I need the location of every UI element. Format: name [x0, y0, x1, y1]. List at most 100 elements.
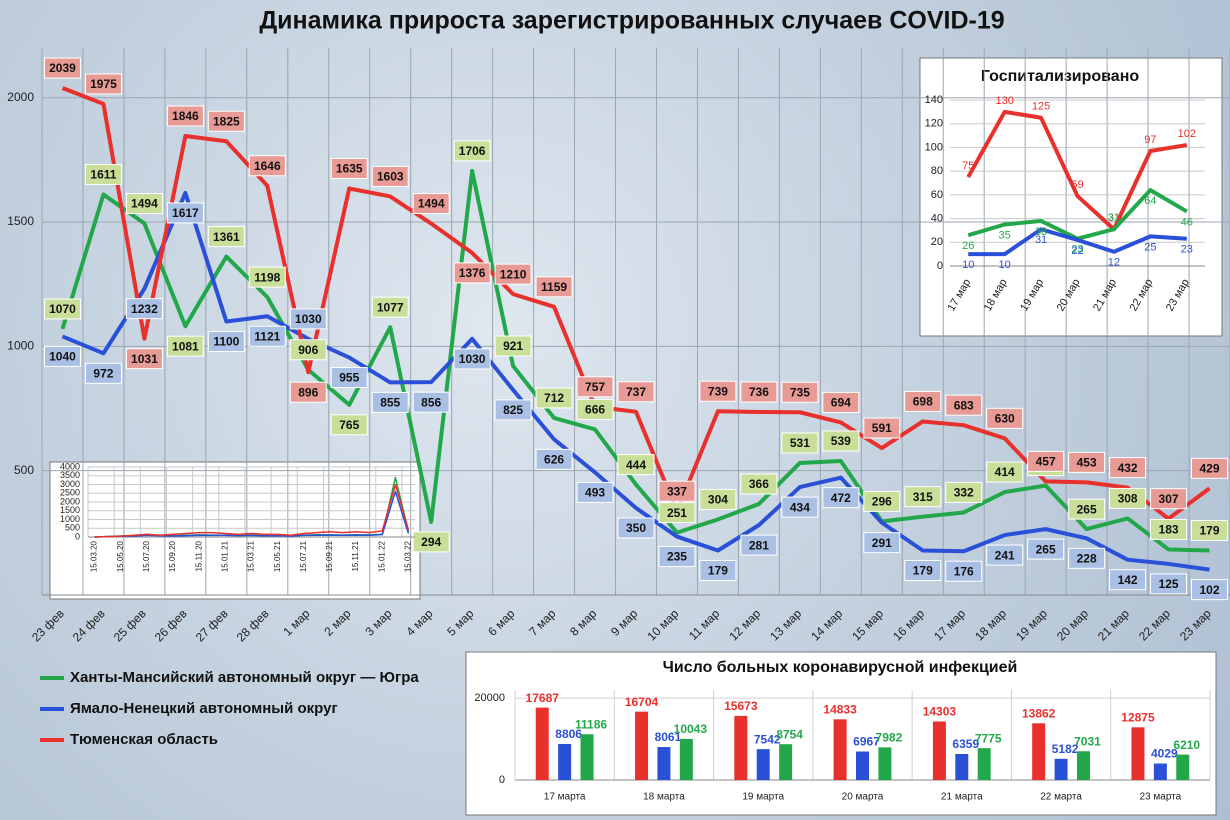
data-label: 179: [913, 564, 933, 578]
y-tick-label: 0: [499, 774, 505, 786]
x-tick-label: 9 мар: [608, 606, 640, 638]
bar: [977, 748, 991, 780]
data-label: 125: [1032, 101, 1050, 113]
x-tick-label: 16 мар: [890, 606, 927, 643]
data-label-box: [822, 430, 860, 452]
data-label: 11186: [575, 717, 607, 731]
data-label: 698: [913, 395, 933, 409]
data-label-box: [84, 73, 122, 95]
x-tick-label: 3 мар: [362, 606, 394, 638]
data-label: 17687: [526, 691, 560, 705]
x-tick-label: 15.01.22: [377, 540, 386, 572]
data-label: 183: [1159, 523, 1179, 537]
data-label: 434: [790, 500, 810, 514]
bar: [1054, 758, 1068, 780]
x-tick-label: 15.03.21: [247, 540, 256, 572]
data-label-box: [863, 490, 901, 512]
data-label: 35: [999, 229, 1011, 241]
bar: [932, 721, 946, 780]
data-label: 683: [954, 398, 974, 412]
x-tick-label: 26 фев: [152, 606, 190, 644]
data-label: 12875: [1121, 711, 1155, 725]
data-label: 8806: [555, 727, 582, 741]
data-label: 7775: [975, 731, 1002, 745]
x-tick-label: 15.03.20: [90, 540, 99, 572]
y-tick-label: 1000: [60, 514, 80, 524]
data-label: 630: [995, 412, 1015, 426]
data-label: 6359: [952, 737, 979, 751]
data-label: 64: [1144, 195, 1156, 207]
x-tick-label: 11 мар: [686, 606, 723, 643]
data-label-box: [1027, 450, 1065, 472]
data-label: 22: [1071, 245, 1083, 257]
y-tick-label: 1500: [60, 505, 80, 515]
inset-title: Госпитализировано: [981, 68, 1139, 85]
data-label: 1031: [131, 352, 158, 366]
y-tick-label: 20: [931, 236, 943, 248]
data-label-box: [412, 193, 450, 215]
y-tick-label: 500: [65, 523, 80, 533]
x-tick-label: 21 марта: [941, 792, 983, 803]
y-tick-label: 60: [931, 189, 943, 201]
data-label-box: [84, 163, 122, 185]
x-tick-label: 23 марта: [1139, 792, 1181, 803]
data-label: 7982: [876, 731, 903, 745]
x-tick-label: 2 мар: [321, 606, 353, 638]
data-label: 265: [1036, 542, 1056, 556]
chart-title: Динамика прироста зарегистрированных слу…: [259, 7, 1004, 35]
series-line: [94, 490, 410, 538]
data-label: 337: [667, 484, 687, 498]
data-label: 25: [1144, 241, 1156, 253]
x-tick-label: 15.05.21: [273, 540, 282, 572]
data-label-box: [740, 381, 778, 403]
data-label: 955: [339, 371, 359, 385]
x-tick-label: 15.11.20: [194, 540, 203, 571]
data-label: 666: [585, 403, 605, 417]
data-label-box: [494, 263, 532, 285]
data-label-box: [986, 544, 1024, 566]
bar: [756, 749, 770, 780]
data-label-box: [412, 391, 450, 413]
data-label: 23: [1181, 244, 1193, 256]
x-tick-label: 13 мар: [767, 606, 804, 643]
data-label-box: [43, 298, 81, 320]
x-tick-label: 10 мар: [644, 606, 681, 643]
data-label: 855: [380, 396, 400, 410]
bar: [779, 744, 793, 780]
data-label-box: [289, 339, 327, 361]
data-label-box: [781, 496, 819, 518]
data-label-box: [248, 266, 286, 288]
data-label: 1081: [172, 339, 199, 353]
inset-box: [49, 461, 421, 600]
data-label: 739: [708, 384, 728, 398]
data-label-box: [699, 559, 737, 581]
y-tick-label: 20000: [474, 692, 505, 704]
data-label: 6967: [853, 735, 880, 749]
y-tick-label: 0: [937, 260, 943, 272]
x-tick-label: 15.09.20: [168, 540, 177, 572]
bar: [657, 747, 671, 780]
data-label: 10: [999, 259, 1011, 271]
data-label-box: [740, 534, 778, 556]
data-label: 294: [421, 535, 441, 549]
x-tick-label: 17 марта: [544, 792, 586, 803]
legend-label: Ямало-Ненецкий автономный округ: [70, 700, 338, 717]
data-label: 429: [1200, 462, 1220, 476]
data-label: 130: [995, 95, 1013, 107]
x-tick-label: 4 мар: [403, 606, 435, 638]
series-line: [966, 109, 1188, 232]
data-label-box: [43, 57, 81, 79]
y-tick-label: 0: [75, 531, 80, 541]
data-label: 332: [954, 486, 974, 500]
data-label: 493: [585, 486, 605, 500]
inset-box: [919, 57, 1223, 337]
data-label: 251: [667, 506, 687, 520]
data-label-box: [166, 335, 204, 357]
data-label: 235: [667, 550, 687, 564]
x-tick-label: 15.07.21: [299, 540, 308, 572]
data-label: 591: [872, 421, 892, 435]
data-label: 307: [1159, 492, 1179, 506]
data-label: 1494: [418, 197, 445, 211]
x-tick-label: 5 мар: [444, 606, 476, 638]
